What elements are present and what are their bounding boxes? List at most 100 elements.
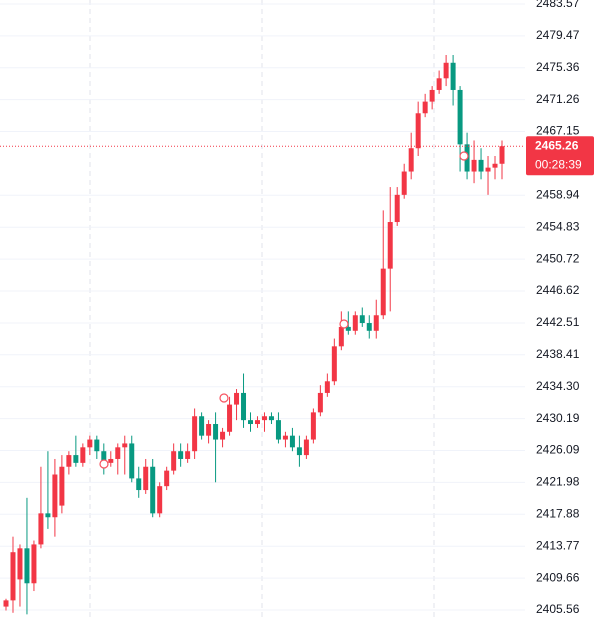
candle-body bbox=[387, 222, 393, 269]
candle-body bbox=[164, 470, 170, 487]
candle-body bbox=[241, 392, 247, 421]
last-price-label: 2465.26 bbox=[535, 138, 579, 152]
candle-body bbox=[171, 451, 177, 471]
candle-body bbox=[192, 416, 198, 452]
grid bbox=[0, 3, 525, 611]
candle-body bbox=[3, 600, 9, 607]
candle-body bbox=[73, 455, 79, 463]
candle-body bbox=[422, 101, 428, 114]
candle-body bbox=[136, 478, 142, 491]
candle-body bbox=[443, 62, 449, 79]
candle-body bbox=[338, 326, 344, 347]
candle-body bbox=[150, 466, 156, 514]
y-tick-label: 2434.30 bbox=[536, 379, 580, 393]
candle-body bbox=[199, 416, 205, 436]
event-markers bbox=[99, 151, 469, 469]
y-tick-label: 2471.26 bbox=[536, 92, 580, 106]
candle-body bbox=[178, 451, 184, 459]
candle-body bbox=[282, 435, 288, 440]
candle-body bbox=[471, 159, 477, 172]
candle-body bbox=[220, 431, 226, 440]
candle-body bbox=[157, 486, 163, 514]
event-marker[interactable] bbox=[99, 459, 109, 469]
event-marker[interactable] bbox=[339, 319, 349, 329]
candle-body bbox=[227, 404, 233, 432]
candle-body bbox=[478, 159, 484, 172]
y-tick-label: 2421.98 bbox=[536, 475, 580, 489]
price-axis: 2483.57 2479.47 2475.36 2471.26 2467.15 2458.… bbox=[536, 0, 580, 616]
y-tick-label: 2417.88 bbox=[536, 506, 580, 520]
y-tick-label: 2467.15 bbox=[536, 124, 580, 138]
candle-body bbox=[401, 171, 407, 195]
candle-body bbox=[345, 326, 351, 331]
candle-body bbox=[310, 412, 316, 440]
candle-body bbox=[450, 62, 456, 90]
candle-body bbox=[261, 416, 267, 421]
candle-body bbox=[213, 424, 219, 440]
candle-body bbox=[248, 420, 254, 425]
candle-body bbox=[485, 167, 491, 172]
y-tick-label: 2430.19 bbox=[536, 411, 580, 425]
candle-body bbox=[457, 89, 463, 145]
candle-body bbox=[66, 455, 72, 467]
candle-body bbox=[331, 346, 337, 382]
candle-body bbox=[31, 544, 37, 584]
candle-body bbox=[206, 424, 212, 436]
y-tick-label: 2454.83 bbox=[536, 219, 580, 233]
y-tick-label: 2438.41 bbox=[536, 347, 580, 361]
y-tick-label: 2413.77 bbox=[536, 538, 580, 552]
candle-body bbox=[352, 315, 358, 331]
candle-body bbox=[415, 113, 421, 149]
candle-body bbox=[24, 548, 30, 584]
candle-body bbox=[499, 146, 505, 164]
candle-body bbox=[52, 474, 58, 518]
candle-body bbox=[185, 451, 191, 459]
candle-body bbox=[289, 435, 295, 448]
candle-body bbox=[359, 315, 365, 324]
candle-body bbox=[303, 439, 309, 456]
candle-body bbox=[115, 447, 121, 459]
candle-body bbox=[275, 420, 281, 440]
last-price-badge bbox=[526, 136, 594, 176]
y-tick-label: 2409.66 bbox=[536, 570, 580, 584]
candle-body bbox=[268, 416, 274, 421]
y-tick-label: 2479.47 bbox=[536, 28, 580, 42]
y-tick-label: 2442.51 bbox=[536, 315, 580, 329]
candle-body bbox=[80, 447, 86, 463]
countdown-label: 00:28:39 bbox=[535, 157, 582, 171]
candle-body bbox=[394, 194, 400, 223]
candle-body bbox=[380, 268, 386, 316]
candle-body bbox=[59, 466, 65, 506]
candle-body bbox=[143, 466, 149, 491]
candles bbox=[3, 55, 505, 615]
candle-body bbox=[45, 513, 51, 518]
y-tick-label: 2450.72 bbox=[536, 251, 580, 265]
candle-body bbox=[317, 392, 323, 413]
y-tick-label: 2405.56 bbox=[536, 602, 580, 616]
candle-body bbox=[234, 392, 240, 405]
candle-body bbox=[17, 548, 23, 580]
candle-body bbox=[94, 439, 100, 452]
y-tick-label: 2446.62 bbox=[536, 283, 580, 297]
candle-body bbox=[101, 451, 107, 463]
y-tick-label: 2458.94 bbox=[536, 187, 580, 201]
event-marker[interactable] bbox=[459, 151, 469, 161]
y-tick-label: 2426.09 bbox=[536, 443, 580, 457]
candle-body bbox=[254, 420, 260, 425]
candle-body bbox=[373, 315, 379, 331]
candle-body bbox=[122, 443, 128, 448]
candle-body bbox=[492, 163, 498, 168]
candle-body bbox=[429, 89, 435, 102]
y-tick-label: 2483.57 bbox=[536, 0, 580, 10]
event-marker[interactable] bbox=[219, 393, 229, 403]
candle-body bbox=[324, 381, 330, 393]
candle-body bbox=[436, 78, 442, 90]
candle-body bbox=[366, 323, 372, 331]
candle-body bbox=[296, 447, 302, 456]
candle-body bbox=[10, 552, 16, 601]
candle-body bbox=[129, 443, 135, 479]
candle-body bbox=[408, 148, 414, 172]
candle-body bbox=[38, 513, 44, 545]
y-tick-label: 2475.36 bbox=[536, 60, 580, 74]
